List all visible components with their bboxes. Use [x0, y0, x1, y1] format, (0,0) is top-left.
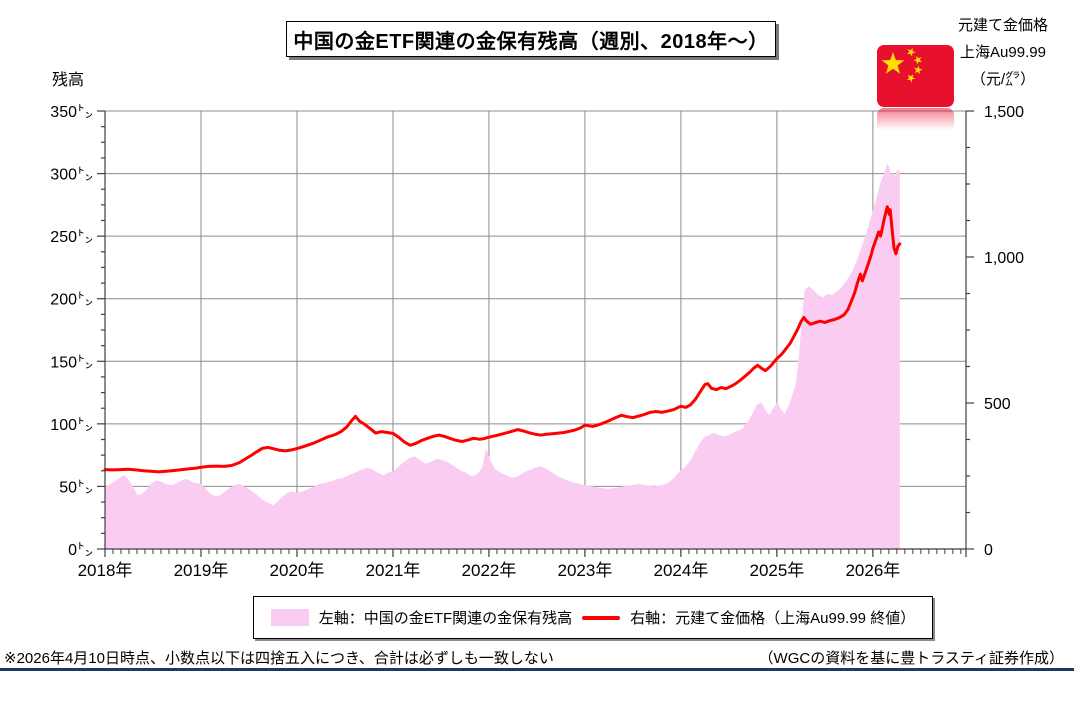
left-tick-label: 200㌧: [50, 292, 93, 309]
china-flag-graphic: [877, 45, 954, 107]
chart-title-text: 中国の金ETF関連の金保有残高（週別、2018年～）: [293, 30, 769, 53]
chart-canvas: 0㌧ 50㌧ 100㌧ 150㌧ 200㌧ 250㌧ 300㌧ 350㌧ 0 500 1,000 1,…: [50, 104, 1024, 580]
flag-star: [907, 47, 916, 57]
right-tick-label: 0: [984, 542, 993, 559]
footnote-row: ※2026年4月10日時点、小数点以下は四捨五入につき、合計は必ずしも一致しない…: [0, 646, 1074, 668]
right-tick-label: 1,000: [984, 250, 1024, 267]
price-line-series: [103, 205, 902, 474]
holdings-area-series: [105, 163, 900, 549]
legend-line-label: 右軸：元建て金価格（上海Au99.99 終値）: [630, 610, 916, 627]
x-year-label: 2022年: [462, 561, 517, 580]
flag-star: [906, 74, 916, 83]
right-axis-header-line1: 元建て金価格: [957, 17, 1048, 34]
right-axis-header-line2: 上海Au99.99: [960, 44, 1046, 61]
x-year-label: 2026年: [845, 561, 900, 580]
legend-area-label: 左軸：中国の金ETF関連の金保有残高: [318, 610, 573, 627]
line-series-swatch: [582, 615, 621, 620]
footnote-text: ※2026年4月10日時点、小数点以下は四捨五入につき、合計は必ずしも一致しない: [4, 649, 554, 667]
x-year-label: 2019年: [174, 561, 229, 580]
right-tick-label: 500: [984, 396, 1011, 413]
left-tick-label: 150㌧: [50, 354, 93, 371]
bottom-divider: [0, 668, 1074, 671]
flag-star: [914, 65, 923, 75]
left-tick-label: 100㌧: [50, 417, 93, 434]
left-axis-header: 残高: [52, 72, 85, 89]
x-year-label: 2024年: [654, 561, 709, 580]
flag-star: [881, 52, 905, 74]
right-axis-header-line3: （元/㌘）: [970, 71, 1036, 88]
left-tick-label: 350㌧: [50, 104, 93, 121]
chart-title: 中国の金ETF関連の金保有残高（週別、2018年～）: [286, 21, 776, 57]
left-tick-label: 250㌧: [50, 229, 93, 246]
x-year-label: 2021年: [366, 561, 421, 580]
left-tick-label: 0㌧: [68, 542, 93, 559]
flag-star: [913, 55, 922, 65]
legend: 左軸：中国の金ETF関連の金保有残高 右軸：元建て金価格（上海Au99.99 終…: [253, 596, 933, 639]
right-axis-header: 元建て金価格 上海Au99.99 （元/㌘）: [944, 12, 1062, 93]
left-tick-label: 50㌧: [59, 479, 93, 496]
x-year-label: 2025年: [749, 561, 804, 580]
area-series-swatch: [270, 609, 309, 626]
source-text: （WGCの資料を基に豊トラスティ証券作成）: [758, 649, 1064, 667]
right-tick-label: 1,500: [984, 104, 1024, 121]
china-flag-reflection: [877, 108, 954, 134]
x-year-label: 2020年: [270, 561, 325, 580]
x-year-label: 2018年: [78, 561, 133, 580]
left-tick-label: 300㌧: [50, 167, 93, 184]
china-flag: [877, 45, 954, 107]
x-year-label: 2023年: [558, 561, 613, 580]
